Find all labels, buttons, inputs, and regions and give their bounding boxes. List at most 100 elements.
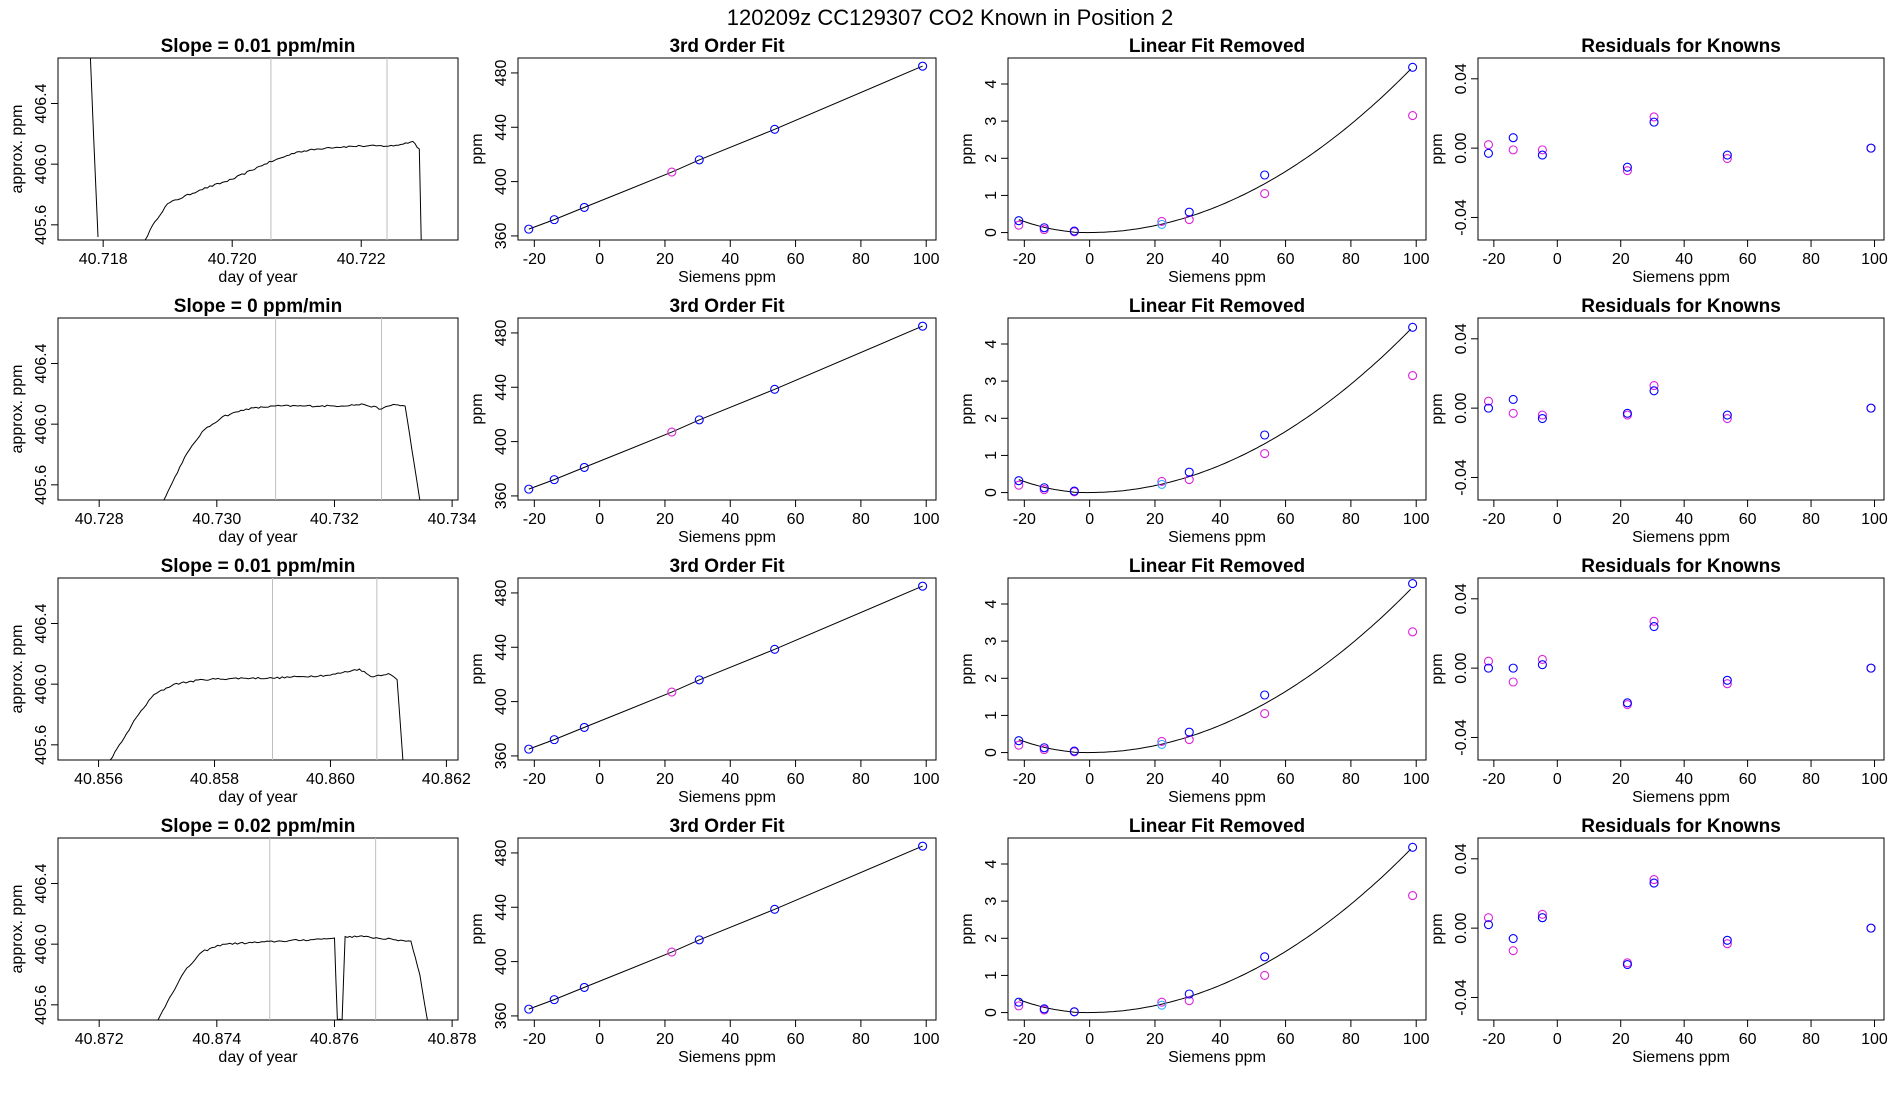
y-tick-label: 360 (493, 222, 510, 249)
data-point-magenta (1483, 656, 1494, 666)
x-tick-label: 40.872 (75, 1031, 124, 1048)
y-tick-label: 360 (493, 1002, 510, 1029)
panel-title: Residuals for Knowns (1581, 816, 1781, 837)
fit-curve (1018, 588, 1412, 754)
y-tick-label: 406.4 (33, 83, 50, 123)
data-point-magenta (1483, 140, 1494, 150)
y-tick-label: 0.00 (1453, 392, 1470, 423)
panel-title: Linear Fit Removed (1129, 296, 1305, 317)
x-tick-label: 60 (787, 511, 805, 528)
x-tick-label: 100 (913, 251, 940, 268)
data-layer (1483, 875, 1876, 970)
data-point-blue (1014, 736, 1024, 746)
x-tick-label: 40 (1675, 251, 1693, 268)
panel-r2-c2: Linear Fit Removed-20 0 20 40 60 80 100Siemens… (959, 556, 1430, 806)
panel-r1-c2: Linear Fit Removed-20 0 20 40 60 80 100Siemens… (959, 296, 1430, 546)
x-tick-label: 40.732 (310, 511, 359, 528)
data-layer (524, 841, 928, 1014)
y-axis-label: ppm (1429, 133, 1446, 164)
panel-title: Linear Fit Removed (1129, 556, 1305, 577)
x-tick-label: 60 (1277, 251, 1295, 268)
data-layer (1014, 579, 1418, 757)
data-point-blue (1866, 403, 1876, 413)
data-point-blue (549, 215, 559, 225)
data-point-blue (1039, 223, 1049, 233)
plot-frame (517, 837, 937, 1021)
y-tick-label: 0 (983, 1008, 1000, 1017)
panel-r1-c3: Residuals for Knowns -20 0 20 40 60 80 100 Sieme… (1429, 296, 1888, 546)
y-axis-label: ppm (959, 393, 976, 424)
y-tick-label: -0.04 (1453, 979, 1470, 1016)
data-point-blue (1014, 216, 1024, 226)
data-point-blue (1866, 923, 1876, 933)
data-point-magenta (1722, 413, 1732, 424)
y-tick-label: 4 (983, 339, 1000, 348)
x-tick-label: 20 (1612, 251, 1630, 268)
data-point-magenta (1508, 677, 1518, 687)
data-point-magenta (1184, 735, 1194, 745)
data-point-blue (579, 982, 589, 992)
x-tick-label: -20 (523, 251, 546, 268)
y-tick-label: 406.0 (33, 144, 50, 184)
y-tick-label: 0.04 (1453, 63, 1470, 94)
plot-frame (1007, 837, 1427, 1021)
x-axis-label: day of year (218, 1049, 298, 1066)
plot-frame (1477, 577, 1885, 761)
data-point-magenta (1537, 654, 1547, 665)
x-tick-label: -20 (1482, 251, 1505, 268)
data-point-blue (1722, 150, 1732, 160)
x-tick-label: 20 (1146, 511, 1164, 528)
data-point-blue (694, 675, 704, 685)
data-point-blue (1622, 698, 1632, 708)
y-tick-label: -0.04 (1453, 719, 1470, 756)
data-point-magenta (1039, 485, 1049, 495)
x-tick-label: 40 (1211, 251, 1229, 268)
data-point-blue (1537, 150, 1547, 160)
panel-title: 3rd Order Fit (669, 296, 785, 317)
panel-r0-c0: Slope = 0.01 ppm/min 40.718 40.720 40.722 da… (9, 36, 459, 286)
x-tick-label: 100 (1861, 511, 1888, 528)
trace-line (144, 140, 422, 240)
data-point-magenta (1260, 970, 1270, 980)
data-point-magenta (1649, 112, 1659, 122)
data-point-magenta (1157, 476, 1167, 486)
data-point-blue (1649, 878, 1659, 888)
panel-r2-c1: 3rd Order Fit -20 0 20 40 60 80 100 Siemens ppm 3… (469, 556, 940, 806)
y-tick-label: 1 (983, 191, 1000, 200)
data-point-blue (549, 735, 559, 745)
data-layer (1014, 322, 1418, 497)
plot-frame (57, 317, 459, 501)
data-point-blue (1260, 690, 1270, 700)
fit-line (528, 65, 923, 230)
data-point-blue (918, 841, 928, 851)
panel-r0-c2: Linear Fit Removed-20 0 20 40 60 80 100Siemens… (959, 36, 1430, 286)
data-point-blue (1069, 1007, 1079, 1017)
data-point-blue (1483, 920, 1494, 930)
data-point-blue (1649, 621, 1659, 632)
x-tick-label: 60 (1277, 511, 1295, 528)
panel-title: Slope = 0.01 ppm/min (161, 556, 356, 577)
data-point-blue (1260, 170, 1270, 180)
x-tick-label: 60 (1739, 251, 1757, 268)
x-tick-label: -20 (523, 1031, 546, 1048)
data-point-magenta (1722, 679, 1732, 689)
x-tick-label: 40.722 (337, 251, 386, 268)
y-tick-label: 3 (983, 897, 1000, 906)
x-tick-label: 20 (1612, 511, 1630, 528)
data-point-blue (1408, 842, 1418, 852)
y-tick-label: 3 (983, 377, 1000, 386)
y-tick-label: 2 (983, 154, 1000, 163)
data-point-blue (1537, 660, 1547, 670)
x-tick-label: -20 (523, 771, 546, 788)
x-tick-label: 60 (1739, 511, 1757, 528)
y-axis-label: approx. ppm (9, 885, 26, 974)
fit-curve (1018, 68, 1412, 234)
x-axis-label: Siemens ppm (1168, 529, 1266, 546)
data-point-magenta (1014, 220, 1024, 230)
panel-title: Slope = 0.01 ppm/min (161, 36, 356, 57)
panel-title: Residuals for Knowns (1581, 556, 1781, 577)
x-axis-label: Siemens ppm (678, 529, 776, 546)
data-layer (163, 318, 421, 500)
panel-title: Slope = 0 ppm/min (174, 296, 342, 317)
x-tick-label: 60 (787, 771, 805, 788)
